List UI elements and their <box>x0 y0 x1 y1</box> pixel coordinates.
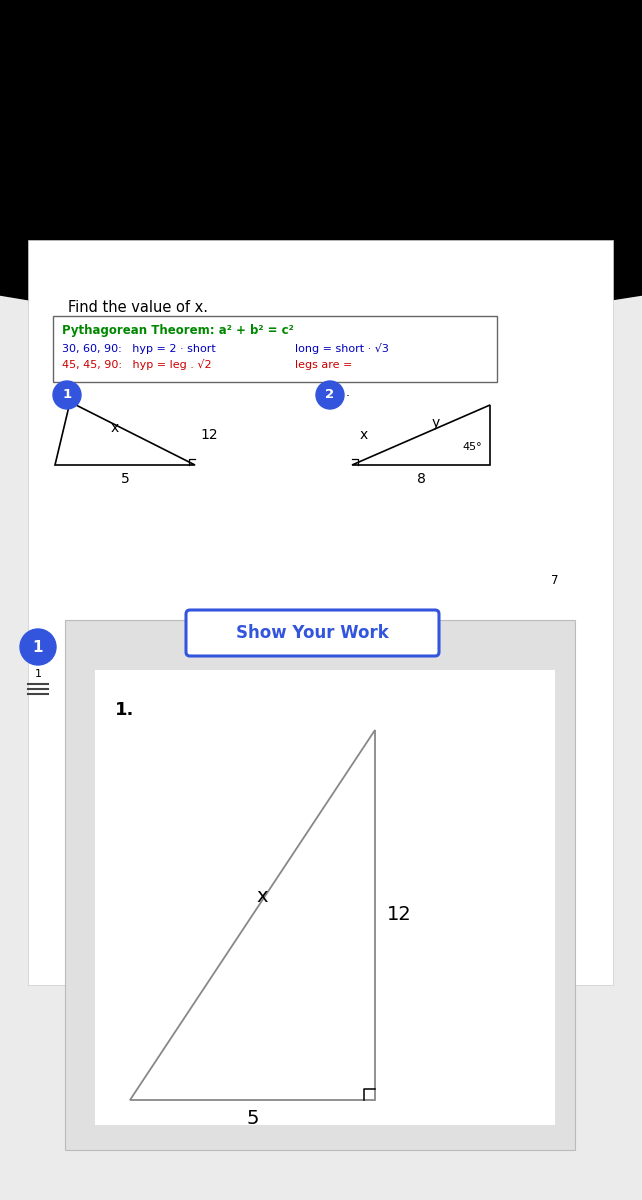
Circle shape <box>316 382 344 409</box>
Circle shape <box>53 382 81 409</box>
Polygon shape <box>0 0 642 325</box>
Text: x: x <box>257 888 268 906</box>
Text: Pythagorean Theorem: a² + b² = c²: Pythagorean Theorem: a² + b² = c² <box>62 324 294 337</box>
Text: 5: 5 <box>121 472 130 486</box>
Text: Show Your Work: Show Your Work <box>236 624 388 642</box>
Text: x: x <box>360 428 369 442</box>
Text: 1.: 1. <box>115 701 134 719</box>
Text: long = short · √3: long = short · √3 <box>295 343 389 354</box>
FancyBboxPatch shape <box>95 670 555 1126</box>
Text: 5: 5 <box>247 1109 259 1128</box>
Text: 12: 12 <box>200 428 218 442</box>
Text: 1: 1 <box>33 640 43 654</box>
Text: .: . <box>346 385 350 398</box>
Text: 1: 1 <box>62 389 71 402</box>
Text: 12: 12 <box>387 906 412 924</box>
Text: 1: 1 <box>35 670 42 679</box>
Text: legs are =: legs are = <box>295 360 352 370</box>
Text: 45, 45, 90:   hyp = leg . √2: 45, 45, 90: hyp = leg . √2 <box>62 359 212 370</box>
Text: y: y <box>432 416 440 430</box>
Text: 2: 2 <box>325 389 334 402</box>
FancyBboxPatch shape <box>65 620 575 1150</box>
Text: Find the value of x.: Find the value of x. <box>68 300 208 314</box>
FancyBboxPatch shape <box>28 240 613 985</box>
FancyBboxPatch shape <box>186 610 439 656</box>
Text: 30, 60, 90:   hyp = 2 · short: 30, 60, 90: hyp = 2 · short <box>62 344 216 354</box>
FancyBboxPatch shape <box>53 316 497 382</box>
Text: x: x <box>110 421 119 436</box>
Text: 7: 7 <box>551 574 559 587</box>
Text: 8: 8 <box>417 472 426 486</box>
Text: 45°: 45° <box>462 442 482 452</box>
Circle shape <box>20 629 56 665</box>
